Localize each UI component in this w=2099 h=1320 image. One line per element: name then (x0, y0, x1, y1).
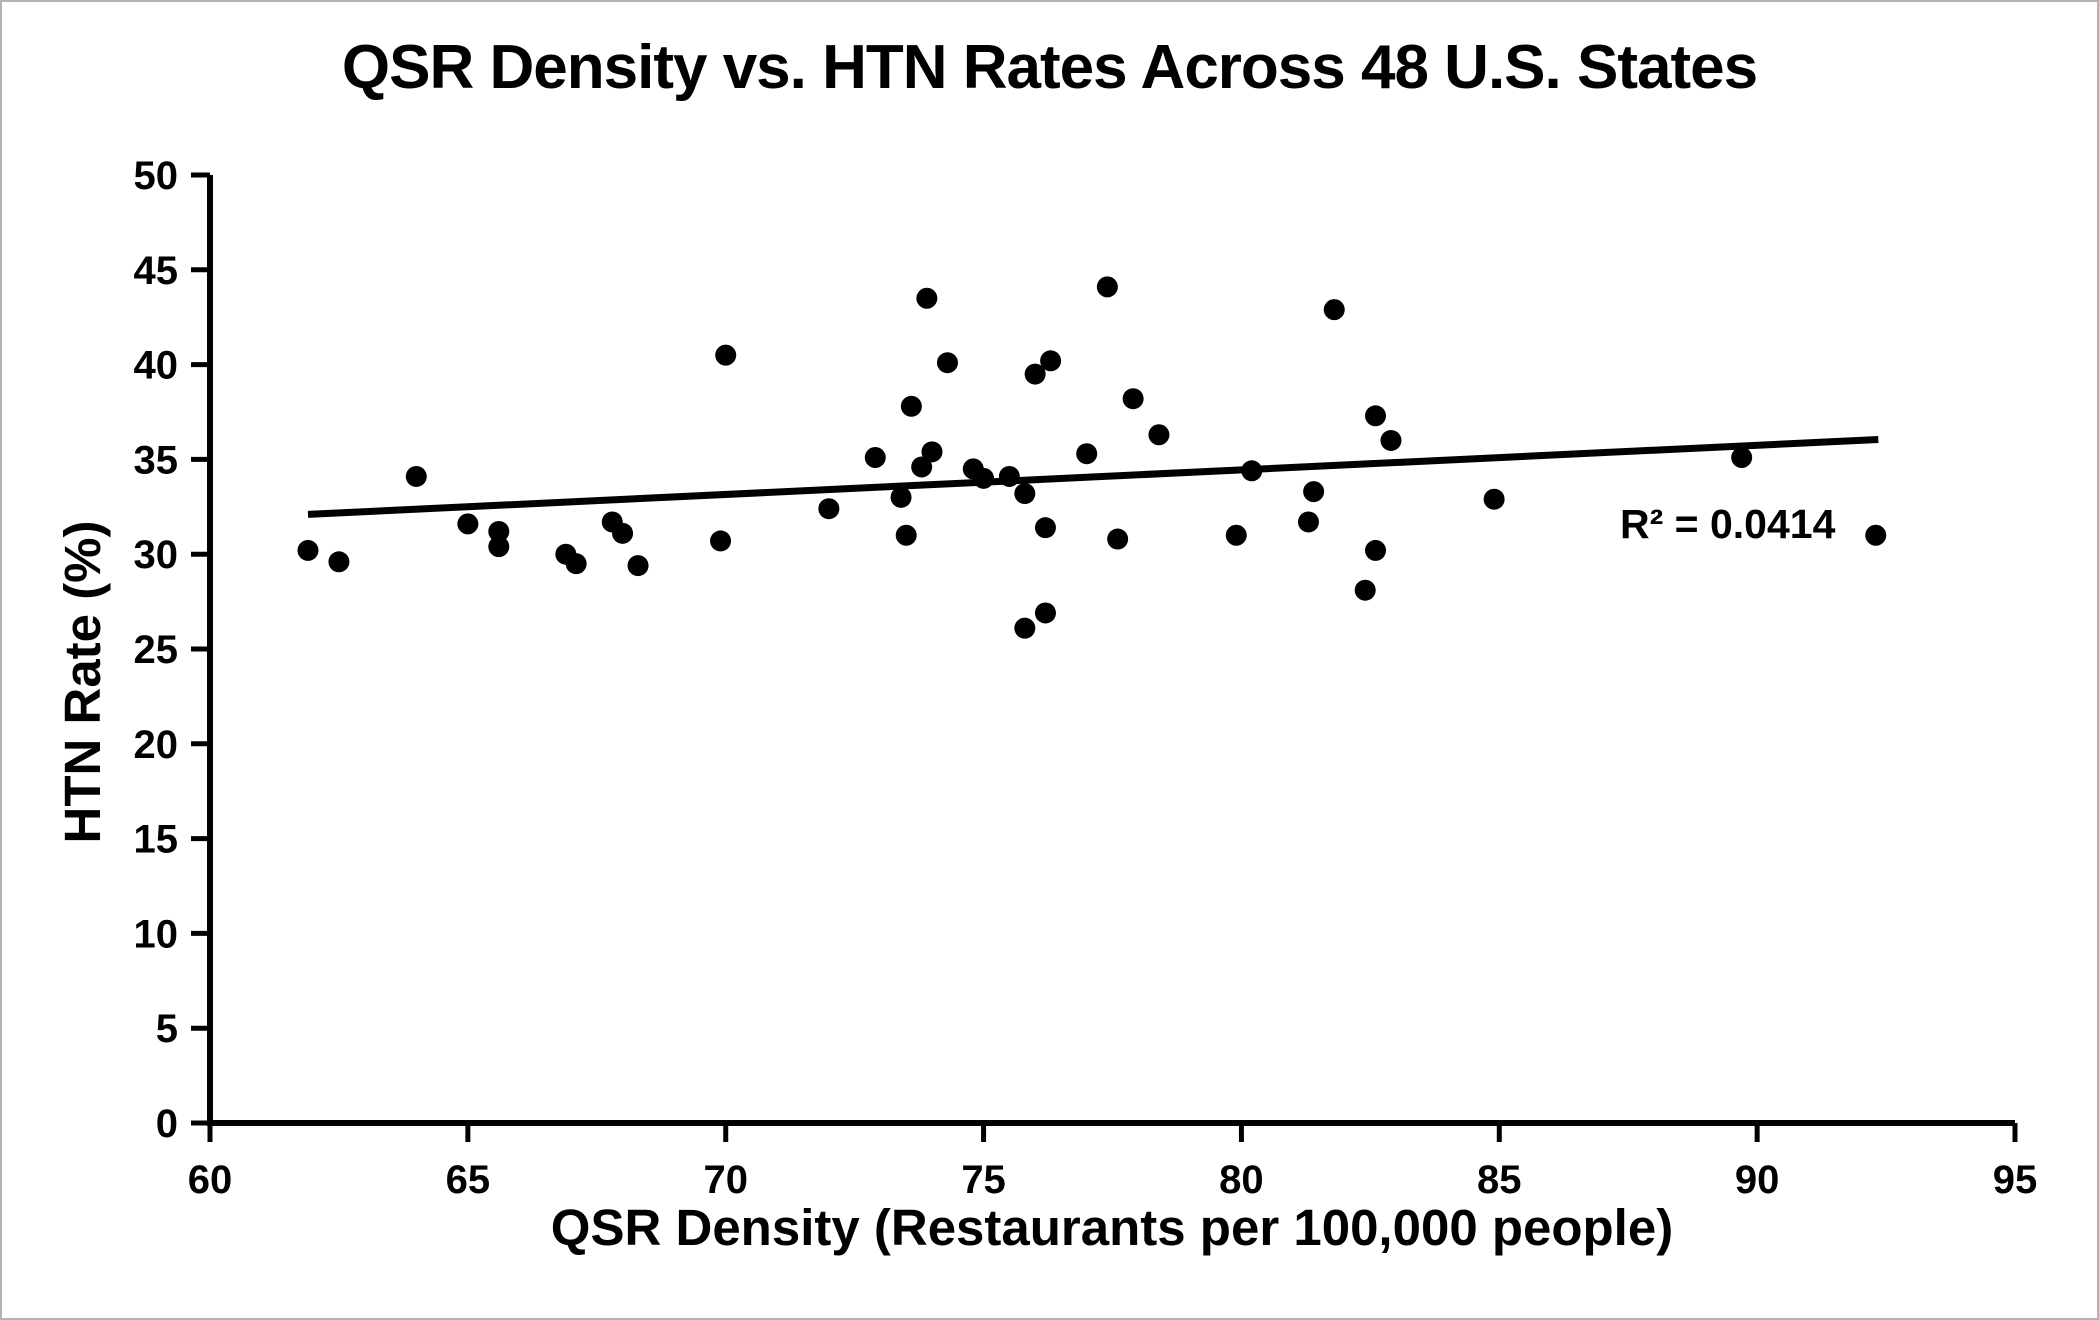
data-point (612, 522, 634, 544)
data-point (1380, 429, 1402, 451)
plot-area: 60 65 70 75 80 85 90 95 0 5 10 15 20 25 30 35 40 45 50 (134, 154, 2038, 1202)
data-point (565, 553, 587, 575)
y-tick-label: 20 (134, 723, 179, 767)
data-point (488, 520, 510, 542)
chart-title: QSR Density vs. HTN Rates Across 48 U.S.… (341, 33, 1758, 102)
data-point (1731, 447, 1753, 469)
y-tick-label: 15 (134, 818, 179, 862)
data-point (297, 539, 319, 561)
y-tick-label: 25 (134, 628, 179, 672)
data-point (1865, 524, 1887, 546)
data-point (1365, 405, 1387, 427)
data-point (328, 551, 350, 573)
data-point (900, 395, 922, 417)
data-point (1354, 579, 1376, 601)
y-tick-label: 10 (134, 912, 179, 956)
y-axis-title: HTN Rate (%) (54, 520, 111, 843)
data-point (715, 344, 737, 366)
data-point (1365, 539, 1387, 561)
y-tick-label: 35 (134, 438, 179, 482)
data-point (921, 441, 943, 463)
trendline (307, 435, 1879, 518)
data-point (1241, 460, 1263, 482)
data-point (488, 536, 510, 558)
data-point (1076, 443, 1098, 465)
data-point (1034, 602, 1056, 624)
x-tick-label: 95 (1993, 1158, 2038, 1202)
x-tick-label: 60 (188, 1158, 233, 1202)
data-point (1483, 488, 1505, 510)
data-point (1096, 276, 1118, 298)
data-point (627, 555, 649, 577)
x-tick-label: 75 (961, 1158, 1006, 1202)
data-point (864, 447, 886, 469)
y-tick-label: 45 (134, 249, 179, 293)
y-tick-label: 40 (134, 344, 179, 388)
data-point (457, 513, 479, 535)
data-point (973, 467, 995, 489)
y-tick-label: 5 (156, 1007, 178, 1051)
y-tick-label: 50 (134, 154, 179, 198)
data-point (1014, 483, 1036, 505)
data-point (911, 456, 933, 478)
data-point (1040, 350, 1062, 372)
data-point (710, 530, 732, 552)
data-point (890, 486, 912, 508)
x-tick-label: 70 (703, 1158, 748, 1202)
data-point (1107, 528, 1129, 550)
data-point (1225, 524, 1247, 546)
x-axis-title: QSR Density (Restaurants per 100,000 peo… (551, 1199, 1673, 1256)
data-point (1122, 388, 1144, 410)
data-point (1303, 481, 1325, 503)
data-point (1323, 299, 1345, 321)
data-point (1034, 517, 1056, 539)
x-tick-label: 80 (1219, 1158, 1264, 1202)
y-tick-label: 0 (156, 1102, 178, 1146)
data-point (1297, 511, 1319, 533)
data-point (936, 352, 958, 374)
y-tick-label: 30 (134, 533, 179, 577)
data-point (1014, 617, 1036, 639)
data-point (405, 465, 427, 487)
x-tick-label: 90 (1735, 1158, 1780, 1202)
data-point (1024, 363, 1046, 385)
data-point (998, 465, 1020, 487)
data-point (916, 287, 938, 309)
x-tick-label: 65 (446, 1158, 491, 1202)
x-tick-label: 85 (1477, 1158, 1522, 1202)
r-squared-label: R² = 0.0414 (1620, 501, 1836, 547)
data-point (1148, 424, 1170, 446)
data-point (818, 498, 840, 520)
data-point (895, 524, 917, 546)
